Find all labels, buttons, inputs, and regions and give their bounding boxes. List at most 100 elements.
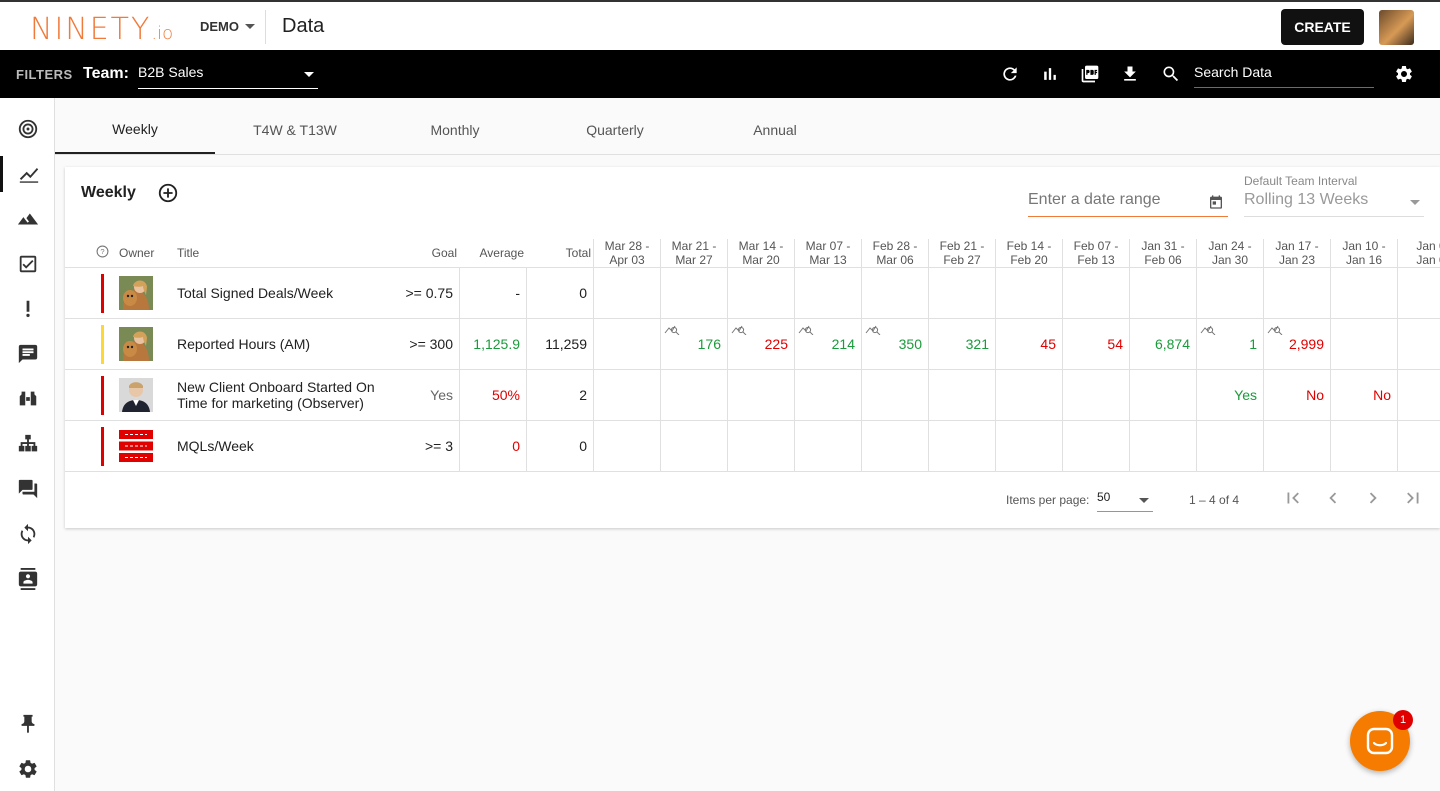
week-cell[interactable]: [1397, 421, 1440, 471]
calendar-icon[interactable]: [1208, 194, 1224, 210]
week-cell[interactable]: [861, 370, 928, 420]
week-cell[interactable]: No: [1330, 370, 1397, 420]
trend-chart-icon[interactable]: [865, 322, 881, 338]
week-cell[interactable]: [1397, 268, 1440, 318]
week-cell[interactable]: [660, 370, 727, 420]
bar-chart-icon[interactable]: [1040, 64, 1060, 84]
help-icon[interactable]: ?: [96, 245, 109, 258]
week-cell[interactable]: [1129, 421, 1196, 471]
add-circle-icon[interactable]: [157, 182, 179, 204]
sidebar-item-data[interactable]: [0, 156, 55, 192]
week-cell[interactable]: [1129, 370, 1196, 420]
trend-chart-icon[interactable]: [798, 322, 814, 338]
week-cell[interactable]: [1330, 421, 1397, 471]
week-cell[interactable]: 176: [660, 319, 727, 369]
first-page-icon[interactable]: [1282, 487, 1304, 509]
week-cell[interactable]: 2,999: [1263, 319, 1330, 369]
sidebar-item-headlines[interactable]: [0, 336, 55, 372]
measurable-title[interactable]: MQLs/Week: [177, 438, 254, 454]
create-button[interactable]: CREATE: [1281, 9, 1364, 45]
week-cell[interactable]: [1196, 268, 1263, 318]
settings-icon[interactable]: [1394, 64, 1414, 84]
sidebar-item-vision[interactable]: [0, 111, 55, 147]
trend-chart-icon[interactable]: [1200, 322, 1216, 338]
sidebar-item-processes[interactable]: [0, 516, 55, 552]
week-cell[interactable]: [1129, 268, 1196, 318]
trend-chart-icon[interactable]: [1267, 322, 1283, 338]
week-cell[interactable]: [1263, 421, 1330, 471]
week-cell[interactable]: 350: [861, 319, 928, 369]
week-cell[interactable]: Yes: [1196, 370, 1263, 420]
week-cell[interactable]: [928, 421, 995, 471]
sidebar-item-meetings[interactable]: [0, 471, 55, 507]
tab-weekly[interactable]: Weekly: [55, 106, 215, 154]
week-cell[interactable]: [794, 370, 861, 420]
week-cell[interactable]: [861, 421, 928, 471]
sidebar-item-directory[interactable]: [0, 561, 55, 597]
week-cell[interactable]: 225: [727, 319, 794, 369]
week-cell[interactable]: [727, 268, 794, 318]
next-page-icon[interactable]: [1362, 487, 1384, 509]
sidebar-item-insights[interactable]: [0, 381, 55, 417]
week-cell[interactable]: [593, 268, 660, 318]
week-cell[interactable]: [928, 370, 995, 420]
items-per-page-select[interactable]: 50: [1097, 490, 1153, 512]
sidebar-item-settings[interactable]: [0, 751, 55, 787]
week-cell[interactable]: [995, 421, 1062, 471]
week-cell[interactable]: 214: [794, 319, 861, 369]
week-cell[interactable]: [1263, 268, 1330, 318]
sidebar-item-issues[interactable]: [0, 291, 55, 327]
last-page-icon[interactable]: [1402, 487, 1424, 509]
week-cell[interactable]: Y: [1397, 370, 1440, 420]
week-cell[interactable]: [727, 370, 794, 420]
tab-annual[interactable]: Annual: [753, 122, 797, 138]
table-row[interactable]: MQLs/Week >= 3 0 0: [65, 421, 1440, 472]
week-cell[interactable]: [1062, 370, 1129, 420]
table-row[interactable]: Total Signed Deals/Week >= 0.75 - 0: [65, 268, 1440, 319]
sidebar-item-rocks[interactable]: [0, 201, 55, 237]
week-cell[interactable]: 45: [995, 319, 1062, 369]
week-cell[interactable]: 1: [1196, 319, 1263, 369]
week-cell[interactable]: [660, 421, 727, 471]
company-switcher[interactable]: DEMO: [200, 19, 255, 34]
week-cell[interactable]: No: [1263, 370, 1330, 420]
date-range-input[interactable]: Enter a date range: [1028, 191, 1228, 217]
week-cell[interactable]: 6,874: [1129, 319, 1196, 369]
interval-select[interactable]: Rolling 13 Weeks: [1244, 191, 1424, 217]
trend-chart-icon[interactable]: [731, 322, 747, 338]
download-icon[interactable]: [1120, 64, 1140, 84]
week-cell[interactable]: [593, 421, 660, 471]
week-cell[interactable]: [928, 268, 995, 318]
week-cell[interactable]: [593, 319, 660, 369]
table-row[interactable]: Reported Hours (AM) >= 300 1,125.9 11,259 17…: [65, 319, 1440, 370]
sidebar-item-todos[interactable]: [0, 246, 55, 282]
tab-monthly[interactable]: Monthly: [430, 122, 480, 138]
trend-chart-icon[interactable]: [664, 322, 680, 338]
week-cell[interactable]: 321: [928, 319, 995, 369]
ninety-logo[interactable]: NINETY.io: [30, 12, 174, 47]
week-cell[interactable]: [794, 268, 861, 318]
search-input[interactable]: Search Data: [1194, 64, 1374, 88]
week-cell[interactable]: [1330, 268, 1397, 318]
user-avatar[interactable]: [1379, 10, 1414, 45]
week-cell[interactable]: [727, 421, 794, 471]
tab-quarterly[interactable]: Quarterly: [586, 122, 644, 138]
previous-page-icon[interactable]: [1322, 487, 1344, 509]
week-cell[interactable]: [593, 370, 660, 420]
tab-t4w-t13w[interactable]: T4W & T13W: [253, 122, 337, 138]
measurable-title[interactable]: New Client Onboard Started On Time for m…: [177, 379, 375, 411]
measurable-title[interactable]: Reported Hours (AM): [177, 336, 311, 352]
week-cell[interactable]: [1330, 319, 1397, 369]
sidebar-item-pin[interactable]: [0, 706, 55, 742]
table-row[interactable]: New Client Onboard Started On Time for m…: [65, 370, 1440, 421]
week-cell[interactable]: [861, 268, 928, 318]
week-cell[interactable]: [995, 268, 1062, 318]
team-select[interactable]: B2B Sales: [138, 64, 318, 89]
week-cell[interactable]: [1196, 421, 1263, 471]
measurable-title[interactable]: Total Signed Deals/Week: [177, 285, 334, 301]
week-cell[interactable]: 54: [1062, 319, 1129, 369]
week-cell[interactable]: [1062, 268, 1129, 318]
sidebar-item-org-chart[interactable]: [0, 426, 55, 462]
week-cell[interactable]: [794, 421, 861, 471]
pdf-icon[interactable]: [1080, 64, 1100, 84]
